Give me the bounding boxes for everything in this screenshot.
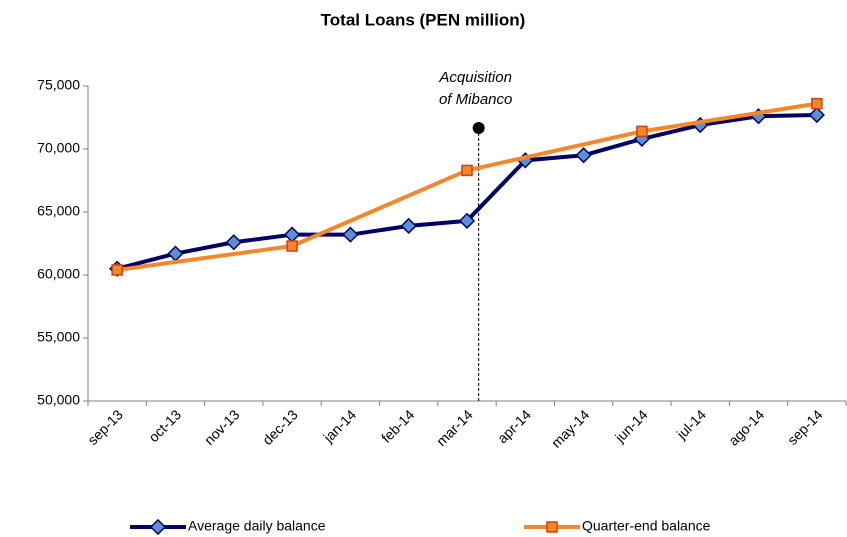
annotation-dot	[472, 122, 485, 134]
marker	[546, 521, 558, 533]
x-tick-label: nov-13	[201, 406, 243, 448]
marker	[225, 234, 242, 251]
x-tick-label: may-14	[548, 406, 592, 450]
y-tick-label: 55,000	[37, 329, 80, 345]
chart-title: Total Loans (PEN million)	[321, 10, 526, 29]
x-tick-label: jun-14	[611, 406, 651, 446]
x-tick-label: sep-14	[784, 406, 826, 448]
x-tick-label: oct-13	[145, 406, 184, 445]
legend-label: Average daily balance	[188, 518, 326, 534]
x-tick-label: dec-13	[259, 406, 301, 448]
marker	[575, 147, 592, 164]
x-tick-label: jan-14	[320, 406, 360, 446]
annotation: Acquisition	[438, 69, 512, 86]
x-tick-label: feb-14	[378, 406, 418, 446]
y-tick-label: 65,000	[37, 203, 80, 219]
y-tick-label: 60,000	[37, 266, 80, 282]
annotation: of Mibanco	[439, 91, 512, 108]
marker	[283, 226, 301, 243]
marker	[111, 264, 123, 276]
x-tick-label: sep-13	[84, 406, 126, 448]
y-tick-label: 70,000	[37, 140, 80, 156]
y-tick-label: 75,000	[37, 77, 80, 93]
legend-label: Quarter-end balance	[582, 518, 711, 534]
marker	[811, 97, 823, 110]
x-tick-label: jul-14	[673, 406, 709, 442]
marker	[342, 226, 359, 243]
marker	[149, 518, 167, 536]
marker	[458, 212, 476, 229]
marker	[461, 164, 473, 177]
x-tick-label: ago-14	[725, 406, 767, 448]
marker	[808, 106, 825, 124]
series-line	[116, 112, 817, 271]
y-tick-label: 50,000	[37, 392, 80, 408]
x-tick-label: apr-14	[494, 406, 534, 446]
marker	[400, 217, 417, 234]
marker	[167, 245, 184, 262]
marker	[286, 240, 298, 252]
x-tick-label: mar-14	[433, 406, 476, 449]
marker	[636, 125, 648, 138]
